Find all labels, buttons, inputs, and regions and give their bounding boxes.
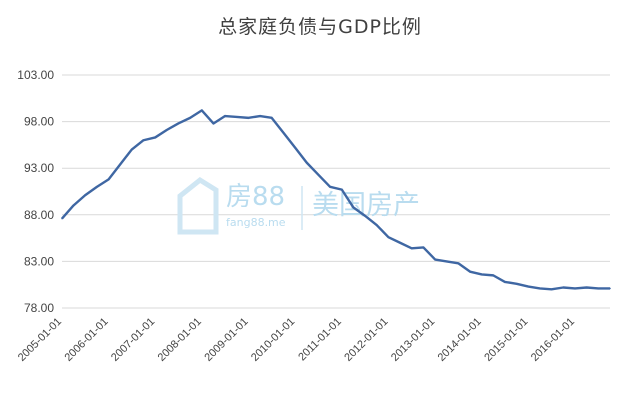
x-tick-label: 2016-01-01 (529, 316, 577, 364)
y-tick-label: 98.00 (24, 115, 54, 129)
data-point (201, 109, 203, 112)
x-tick-label: 2010-01-01 (249, 316, 297, 364)
y-tick-label: 88.00 (24, 208, 54, 222)
watermark: 房88 fang88.me 美国房产 (177, 176, 420, 235)
data-point (259, 115, 261, 117)
data-point (504, 281, 506, 283)
data-point (142, 139, 145, 142)
data-point (317, 173, 320, 176)
data-point (119, 163, 121, 166)
x-tick-label: 2005-01-01 (16, 316, 64, 364)
x-tick-label: 2011-01-01 (296, 316, 344, 364)
y-axis: 103.00 98.00 93.00 88.00 83.00 78.00 (17, 68, 54, 315)
data-point (282, 131, 285, 134)
series-line (61, 109, 610, 291)
data-point (61, 217, 63, 220)
data-point (96, 186, 98, 188)
chart-title: 总家庭负债与GDP比例 (218, 16, 422, 38)
x-tick-label: 2013-01-01 (389, 316, 437, 364)
data-point (341, 188, 343, 191)
watermark-brand: 房88 (226, 182, 285, 212)
grid-lines (62, 74, 610, 309)
x-tick-label: 2015-01-01 (482, 316, 530, 364)
data-point (562, 286, 565, 289)
data-point (305, 161, 308, 164)
data-point (236, 116, 238, 118)
data-point (165, 129, 168, 131)
y-tick-label: 103.00 (17, 68, 54, 82)
data-point (84, 194, 86, 197)
data-point (527, 285, 530, 288)
data-point (515, 282, 518, 285)
data-point (434, 258, 436, 261)
data-point (609, 287, 611, 290)
data-point (107, 178, 110, 181)
data-point (387, 236, 390, 238)
x-axis: 2005-01-012006-01-012007-01-012008-01-01… (16, 316, 577, 364)
data-point (539, 287, 541, 290)
data-point (469, 270, 471, 273)
data-point (177, 122, 180, 125)
data-point (329, 186, 331, 188)
y-tick-label: 83.00 (24, 254, 54, 268)
data-point (457, 262, 460, 265)
data-point (130, 148, 133, 151)
data-point (550, 288, 553, 291)
house-logo-icon (177, 176, 219, 235)
data-point (72, 204, 75, 207)
data-point (410, 247, 413, 250)
data-point (445, 260, 448, 263)
data-point (375, 224, 378, 226)
x-tick-label: 2008-01-01 (156, 316, 204, 364)
watermark-site: fang88.me (226, 216, 286, 229)
data-point (247, 117, 250, 119)
data-point (480, 273, 483, 276)
data-point (399, 241, 401, 244)
data-point (352, 206, 355, 209)
data-point (597, 287, 600, 290)
data-point (422, 246, 425, 249)
data-point (270, 117, 273, 119)
y-tick-label: 93.00 (24, 161, 54, 175)
data-point (492, 274, 495, 277)
data-point (364, 214, 366, 217)
data-point (585, 286, 588, 289)
data-point (212, 122, 215, 125)
data-point (189, 117, 191, 119)
x-tick-label: 2014-01-01 (436, 316, 484, 364)
x-tick-label: 2006-01-01 (62, 316, 110, 364)
x-tick-label: 2007-01-01 (109, 316, 157, 364)
data-point (574, 287, 576, 290)
series-points (61, 109, 611, 291)
y-tick-label: 78.00 (24, 301, 54, 315)
x-tick-label: 2009-01-01 (202, 316, 250, 364)
data-point (294, 146, 296, 149)
x-tick-label: 2012-01-01 (342, 316, 390, 364)
data-point (224, 115, 226, 117)
data-point (154, 136, 157, 139)
